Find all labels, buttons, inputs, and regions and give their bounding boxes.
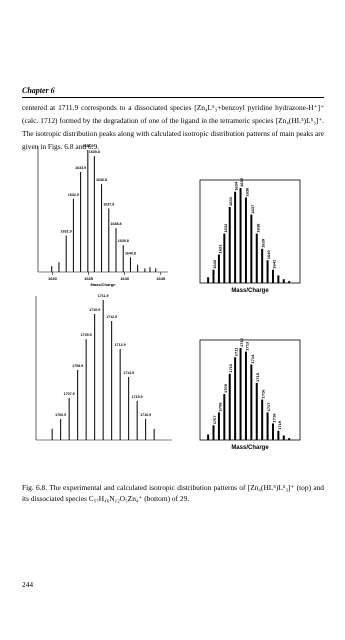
x-axis-label: Mass/Charge — [231, 445, 269, 451]
peak-label: 1638 — [255, 223, 260, 233]
x-tick-label: 1630 — [48, 276, 58, 281]
x-tick-label: 1645 — [156, 276, 166, 281]
peak-label: 1637.8 — [103, 203, 114, 207]
peak-label: 1706.9 — [55, 413, 66, 417]
peak-label: 1708 — [217, 402, 222, 412]
peak-label: 1708.9 — [72, 364, 83, 368]
plot-frame — [199, 339, 301, 441]
x-tick-label: 1640 — [120, 276, 130, 281]
peak-label: 1633 — [228, 196, 233, 206]
peak-label: 1639.8 — [118, 239, 129, 243]
peak-label: 1636.8 — [96, 178, 107, 182]
peak-label: 1640 — [266, 250, 271, 260]
peak-label: 1709.9 — [81, 333, 92, 337]
figure: 1630 1635 1640 1645 1631.9 1632.9 1633.9 1634.9… — [35, 144, 301, 451]
peak-label: 1713 — [244, 341, 249, 351]
peak-label: 1636 — [244, 187, 249, 197]
peak-label: 1719 — [277, 420, 282, 430]
x-tick-label: 1635 — [84, 276, 94, 281]
x-axis-label: Mass/Charge — [231, 288, 269, 294]
header-rule — [22, 97, 324, 98]
peak-label: 1639 — [261, 238, 266, 248]
peak-label: 1631 — [217, 244, 222, 254]
peak-label: 1714.9 — [123, 371, 134, 375]
peak-label: 1635 — [239, 177, 244, 187]
peak-label: 1631.9 — [61, 229, 72, 233]
peak-label: 1710 — [228, 363, 233, 373]
plot-frame — [199, 179, 301, 284]
peak-label: 1711 — [234, 347, 239, 356]
peak-label: 1715.9 — [132, 395, 143, 399]
peak-label: 1633.9 — [75, 166, 86, 170]
peak-label: 1634.9 — [82, 144, 93, 148]
paragraph: centered at 1711.9 corresponds to a diss… — [22, 103, 324, 151]
peak-label: 1715 — [255, 372, 260, 382]
peak-label: 1635.8 — [89, 150, 100, 154]
peak-label: 1707 — [212, 415, 217, 425]
peak-label: 1716.9 — [140, 413, 151, 417]
peak-label: 1712.9 — [106, 315, 117, 319]
peak-label: 1638.8 — [111, 222, 122, 226]
peak-label: 1712 — [239, 337, 244, 347]
peak-label: 1713.9 — [115, 343, 126, 347]
peak-label: 1641 — [271, 259, 276, 269]
peak-label: 1710.9 — [89, 308, 100, 312]
peak-label: 1637 — [250, 204, 255, 214]
peak-label: 1632 — [223, 223, 228, 233]
peak-label: 1709 — [223, 383, 228, 393]
peak-label: 1718 — [271, 413, 276, 423]
peak-label: 1714 — [250, 354, 255, 364]
chapter-header: Chapter 6 — [22, 86, 55, 95]
peak-label: 1632.9 — [68, 193, 79, 197]
page-number: 244 — [22, 580, 34, 589]
peak-label: 1707.9 — [64, 392, 75, 396]
peak-label: 1634 — [234, 181, 239, 191]
peak-label: 1711.9 — [98, 294, 109, 298]
peak-label: 1716 — [261, 389, 266, 399]
peak-label: 1630 — [212, 259, 217, 269]
x-axis-label: Mass/Charge — [91, 282, 117, 287]
peak-label: 1717 — [266, 402, 271, 412]
figure-caption: Fig. 6.8. The experimental and calculate… — [22, 483, 324, 503]
peak-label: 1640.8 — [125, 251, 136, 255]
